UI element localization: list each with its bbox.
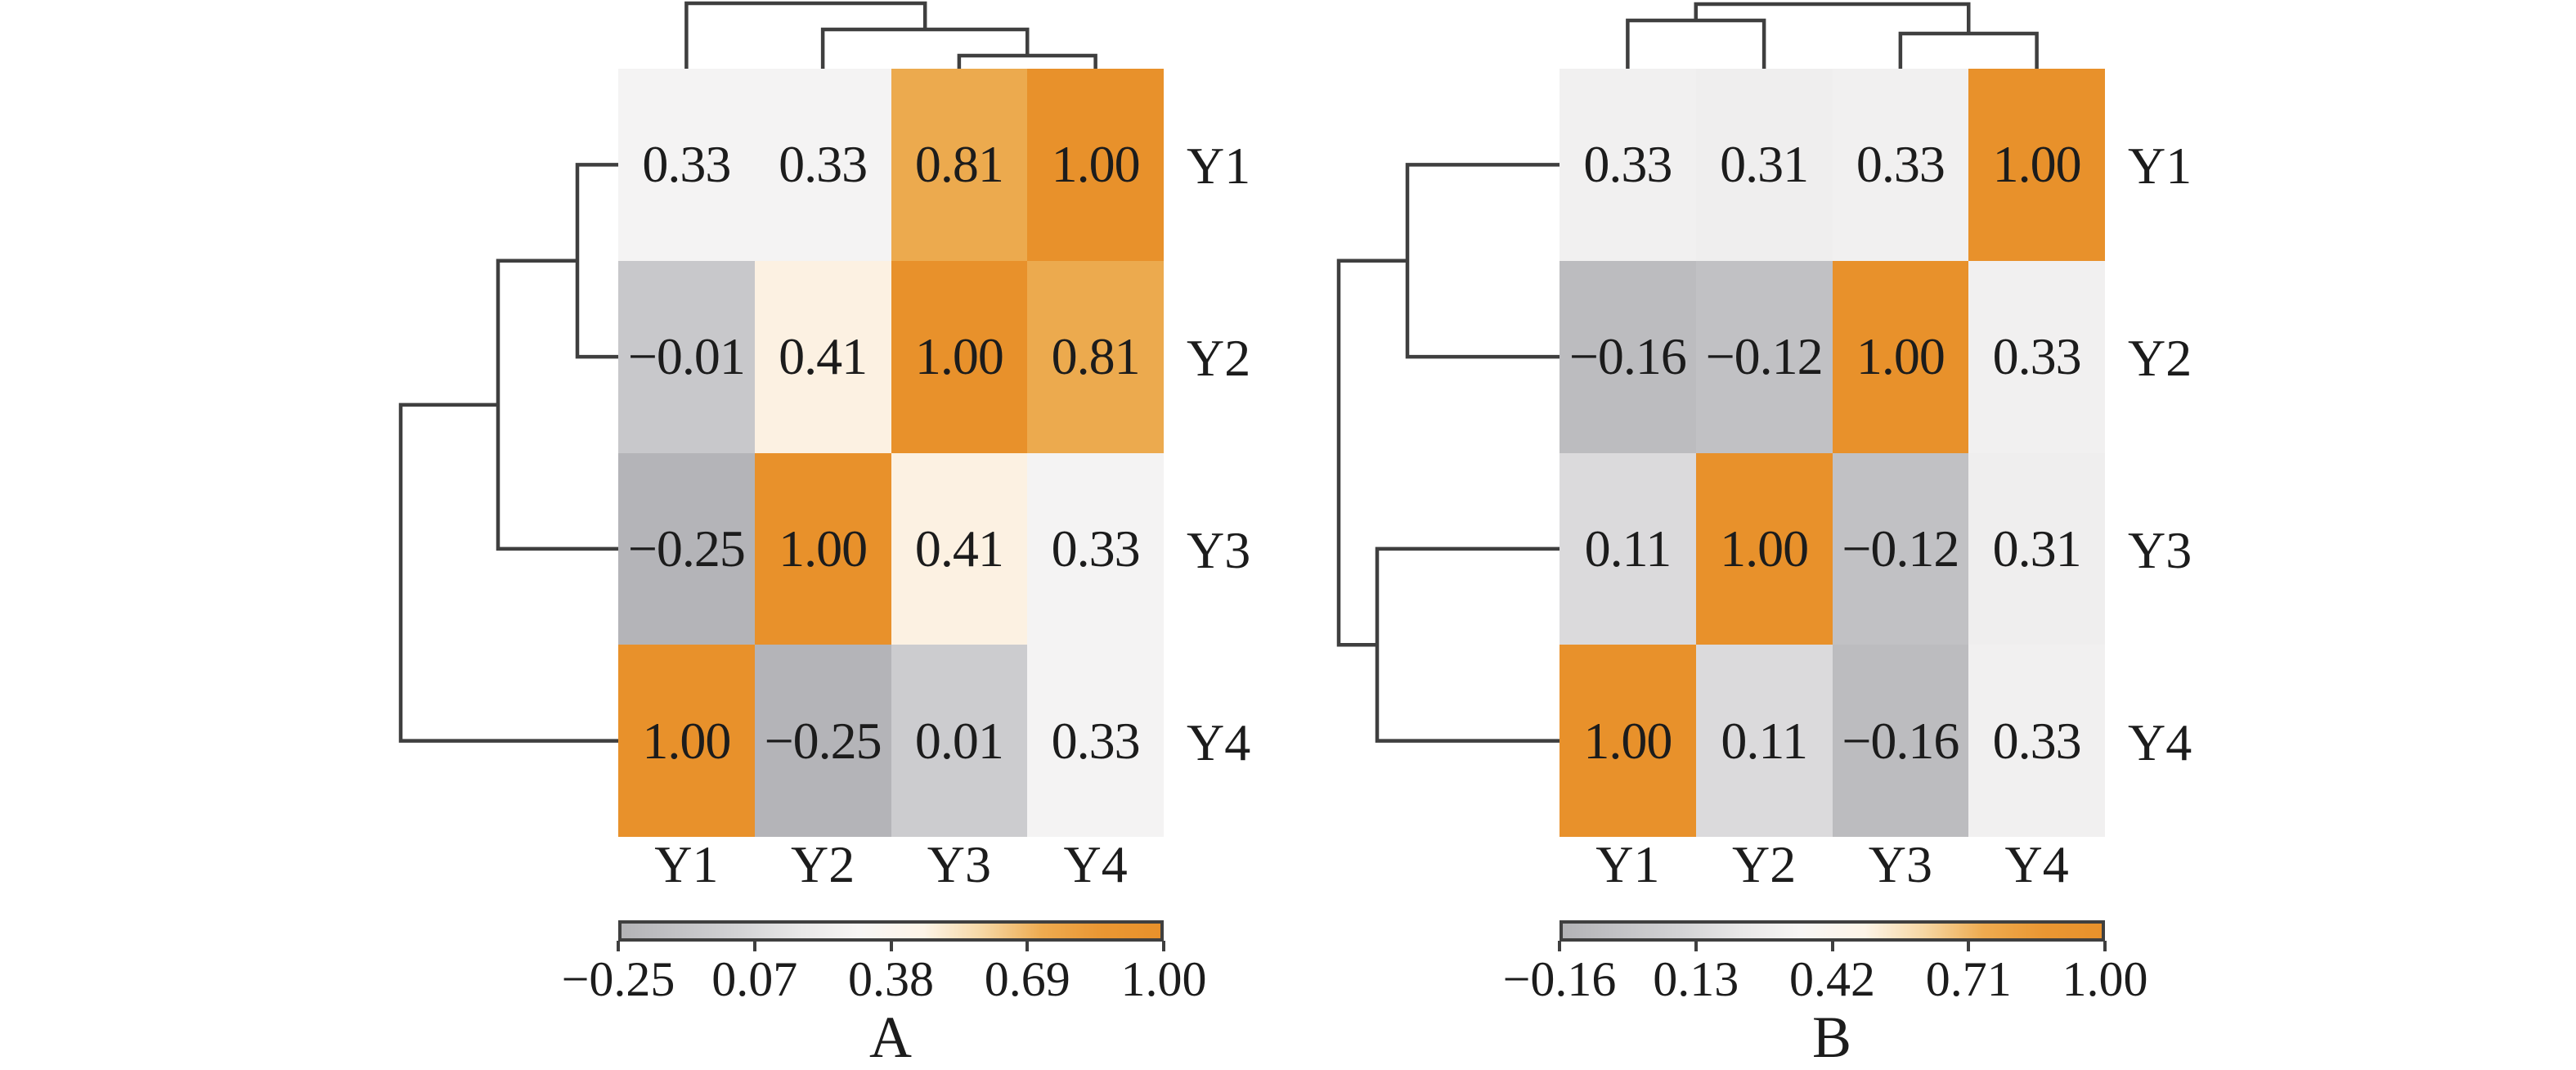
row-dendrogram-branch: [1375, 546, 1560, 743]
col-dendrogram-root: [684, 1, 927, 69]
row-dendrogram-root: [398, 402, 618, 743]
col-dendrogram-branch: [1898, 31, 2039, 69]
col-dendrogram-branch: [1626, 18, 1766, 69]
row-dendrogram-branch: [496, 259, 618, 551]
row-dendrogram-root: [1336, 259, 1407, 647]
col-dendrogram-root: [1694, 2, 1971, 34]
col-dendrogram-branch: [820, 27, 1030, 69]
col-dendrogram-branch: [957, 53, 1097, 69]
row-dendrogram-branch: [575, 163, 618, 359]
row-dendrogram-branch: [1405, 163, 1560, 359]
